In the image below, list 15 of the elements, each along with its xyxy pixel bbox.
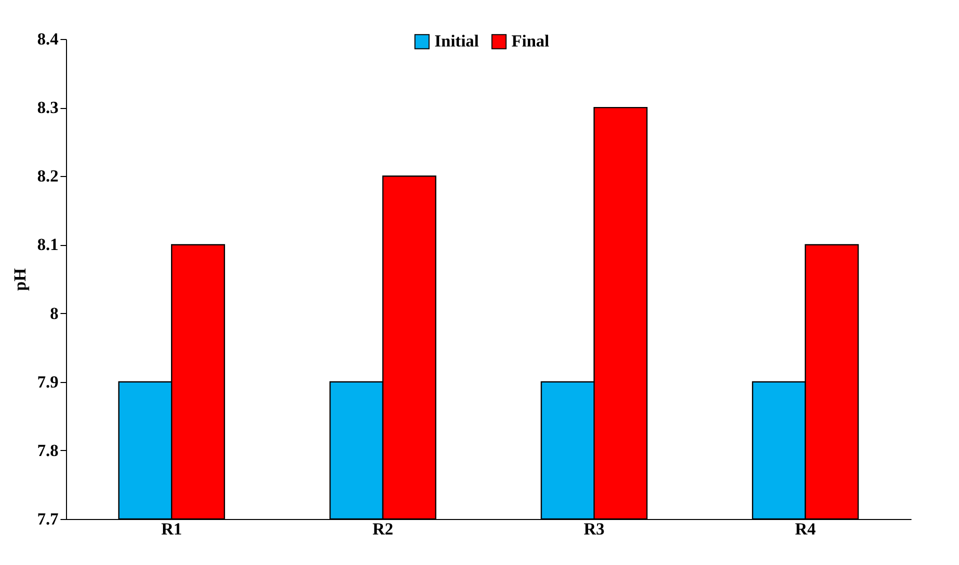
y-axis-title: pH [10, 268, 30, 291]
legend-label: Initial [434, 32, 480, 51]
y-tick-label: 8.1 [37, 235, 58, 254]
y-tick-label: 7.8 [37, 440, 58, 460]
x-tick-label: R3 [584, 520, 605, 538]
x-tick-label: R1 [161, 520, 182, 538]
y-tick-label: 7.7 [37, 510, 59, 528]
x-tick-label: R4 [794, 520, 816, 538]
y-tick-label: 7.9 [37, 372, 58, 392]
y-tick-label: 8 [50, 304, 58, 323]
legend-label: Final [512, 32, 550, 51]
y-tick-label: 8.2 [37, 166, 58, 186]
x-tick-label: R2 [372, 520, 394, 538]
y-tick-label: 8.3 [37, 98, 58, 118]
y-tick-label: 8.4 [37, 30, 59, 48]
